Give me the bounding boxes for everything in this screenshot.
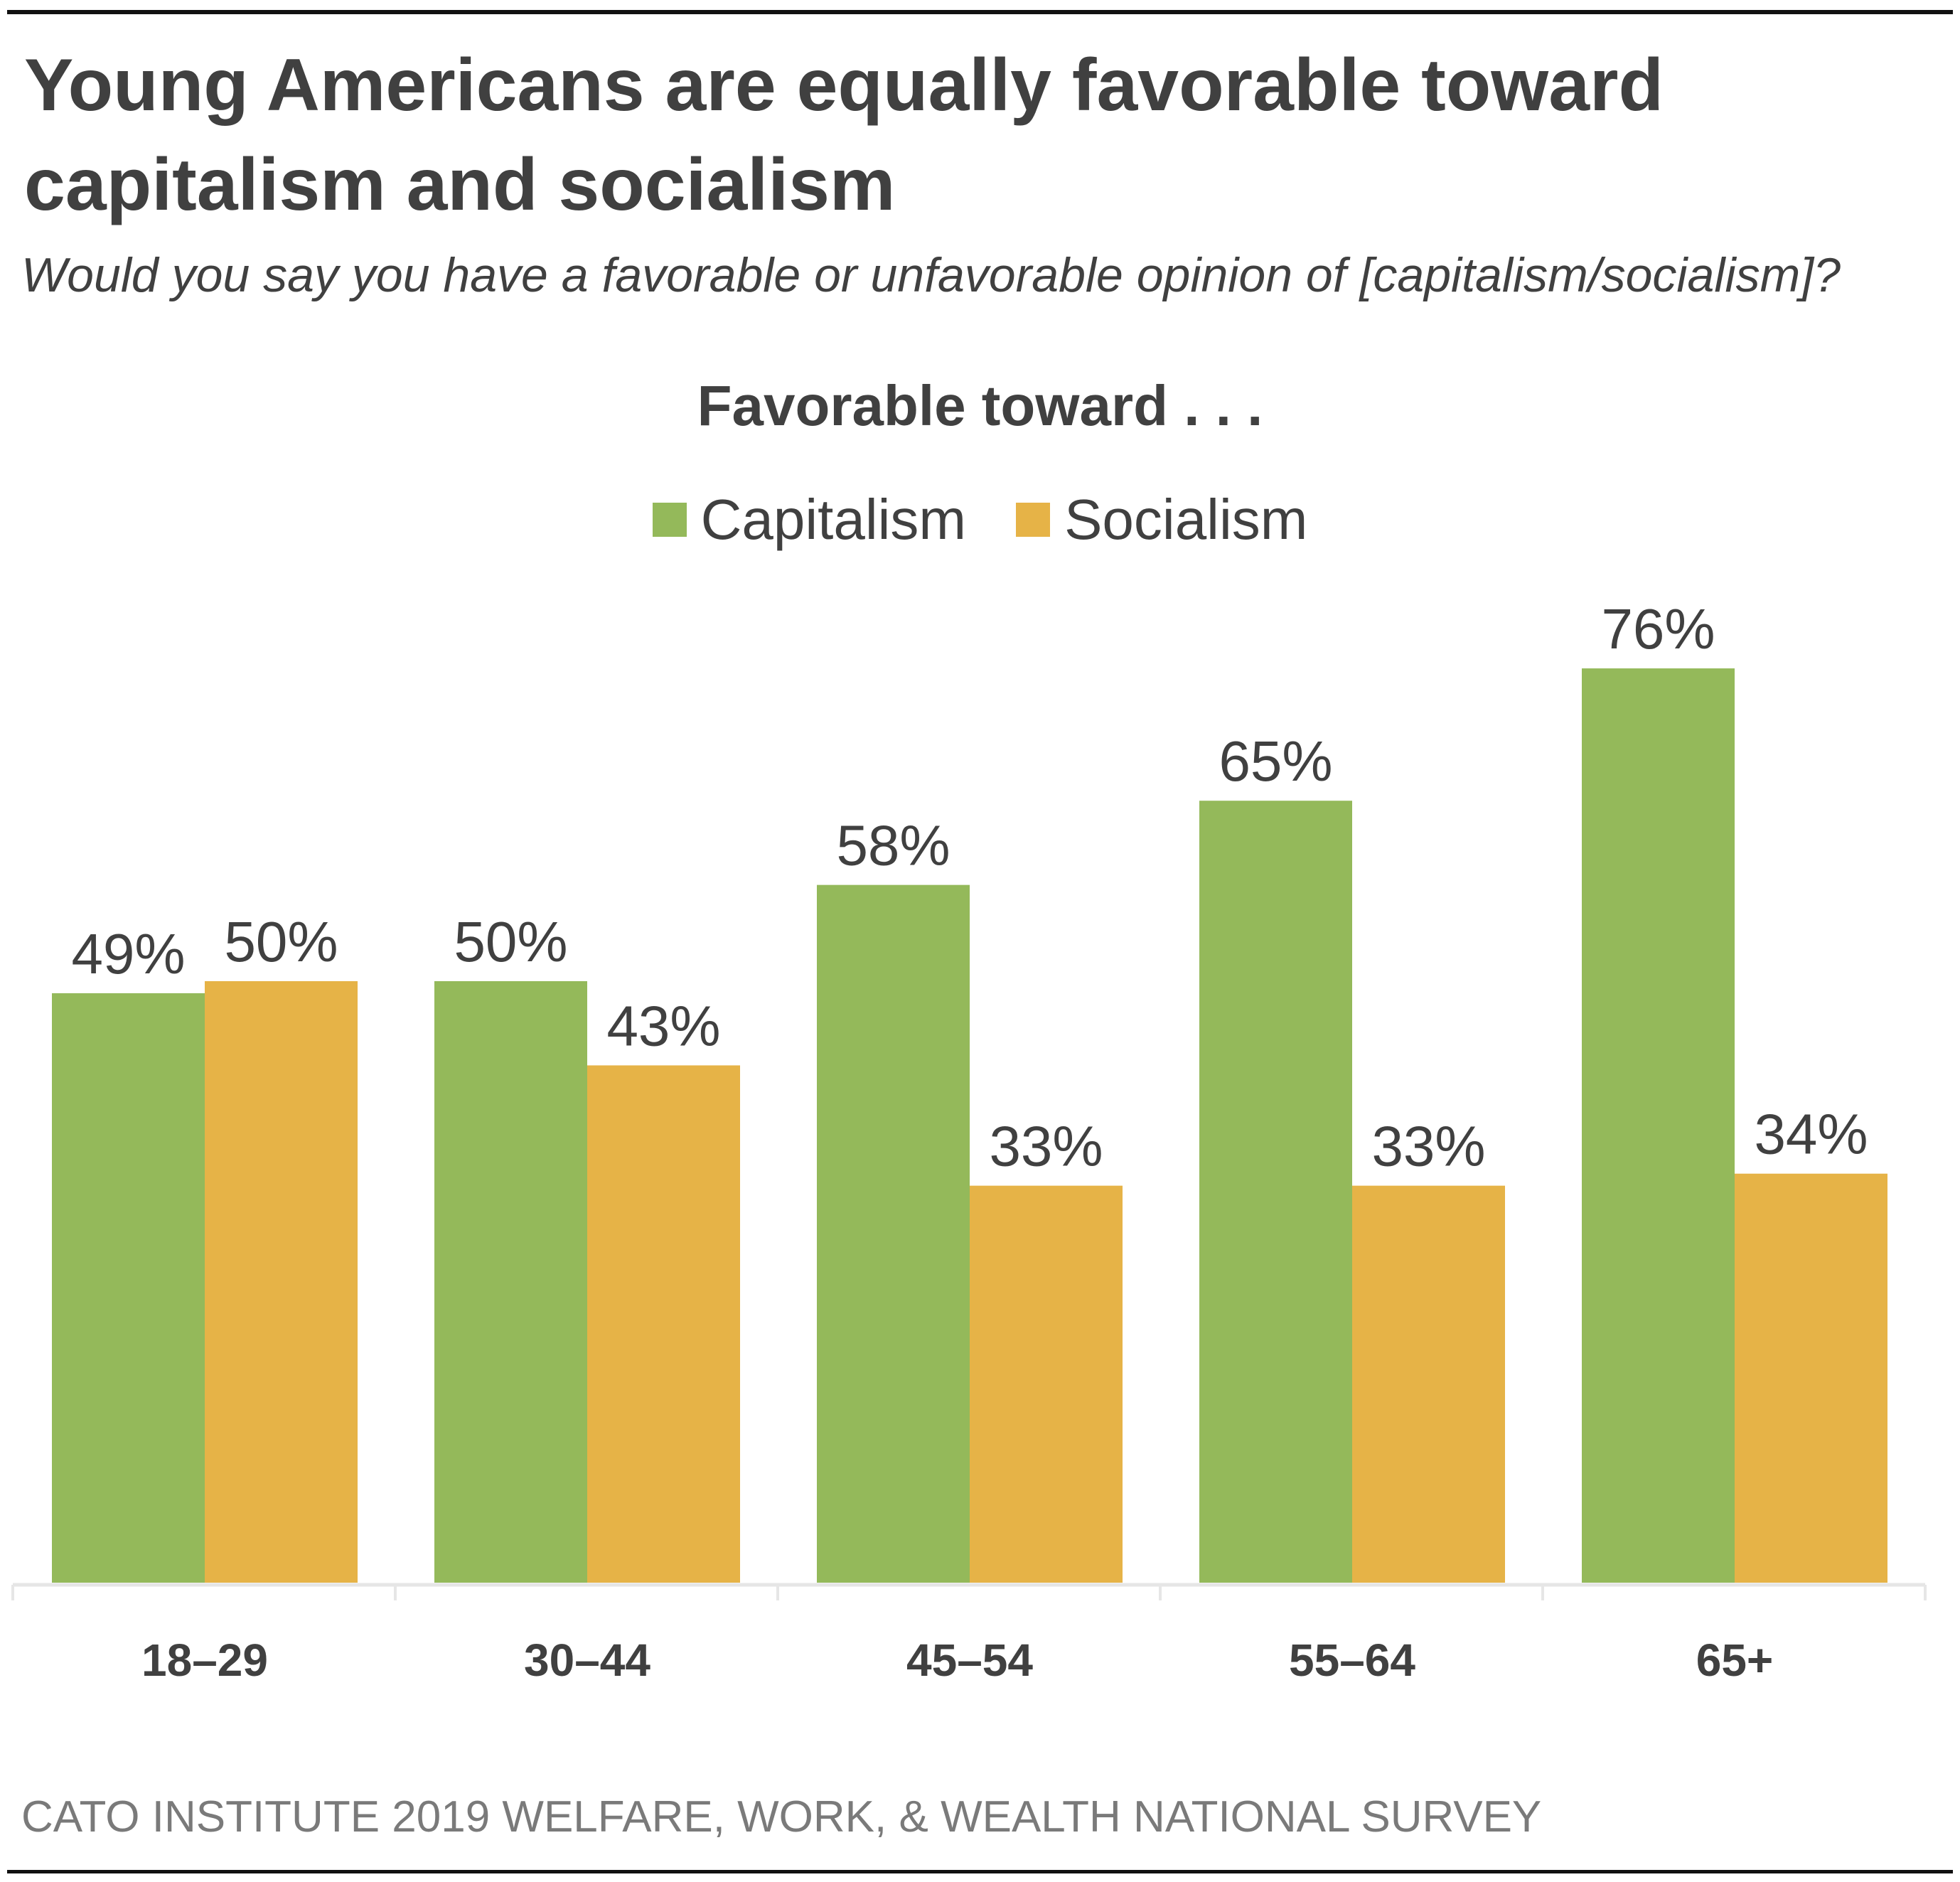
data-label-socialism-1: 43% (606, 994, 720, 1057)
data-label-capitalism-1: 50% (454, 910, 567, 973)
legend-swatch-capitalism (652, 503, 687, 537)
data-label-socialism-4: 34% (1754, 1103, 1868, 1166)
data-label-capitalism-4: 76% (1601, 597, 1715, 661)
bar-capitalism-2 (817, 884, 970, 1583)
x-tick-label: 30–44 (524, 1635, 650, 1686)
bar-capitalism-0 (52, 993, 205, 1583)
legend-swatch-socialism (1016, 503, 1051, 537)
x-tick-label: 18–29 (141, 1635, 268, 1686)
bottom-rule (7, 1870, 1953, 1873)
legend-title: Favorable toward . . . (697, 374, 1263, 437)
data-label-socialism-3: 33% (1371, 1115, 1485, 1178)
legend-item-capitalism: Capitalism (652, 487, 967, 552)
top-rule (7, 10, 1953, 14)
data-label-socialism-0: 50% (224, 910, 338, 973)
chart-title: Young Americans are equally favorable to… (24, 44, 1664, 226)
x-tick-label: 55–64 (1289, 1635, 1415, 1686)
legend: Capitalism Socialism (0, 487, 1960, 552)
bar-socialism-2 (970, 1185, 1123, 1583)
bar-capitalism-4 (1582, 668, 1735, 1583)
legend-item-socialism: Socialism (1016, 487, 1307, 552)
bar-socialism-0 (205, 981, 358, 1583)
data-label-capitalism-3: 65% (1219, 729, 1332, 793)
data-label-capitalism-2: 58% (836, 814, 950, 877)
bar-capitalism-1 (434, 981, 587, 1583)
data-label-capitalism-0: 49% (71, 922, 185, 985)
chart-subtitle: Would you say you have a favorable or un… (21, 248, 1841, 302)
bar-socialism-4 (1735, 1173, 1887, 1583)
source-footer: CATO INSTITUTE 2019 WELFARE, WORK, & WEA… (21, 1792, 1542, 1841)
x-tick-label: 65+ (1696, 1635, 1774, 1686)
legend-label-socialism: Socialism (1064, 488, 1308, 551)
data-label-socialism-2: 33% (989, 1115, 1103, 1178)
x-tick-label: 45–54 (906, 1635, 1033, 1686)
bar-socialism-1 (587, 1065, 740, 1583)
bar-socialism-3 (1352, 1185, 1505, 1583)
legend-label-capitalism: Capitalism (700, 488, 967, 551)
bar-capitalism-3 (1199, 801, 1352, 1583)
